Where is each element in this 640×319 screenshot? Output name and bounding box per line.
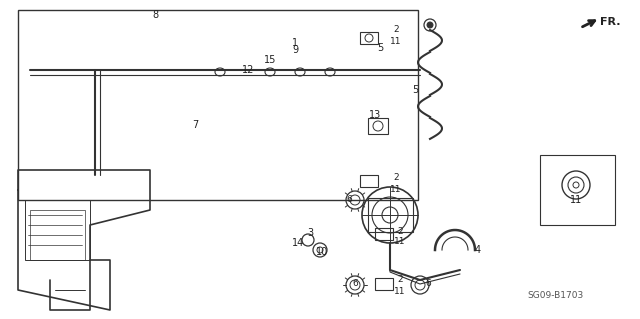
Bar [18, 10, 418, 200]
Bar [375, 228, 393, 240]
Bar [30, 210, 85, 260]
Text: 14: 14 [292, 238, 304, 248]
Text: 6: 6 [346, 196, 352, 204]
Text: 3: 3 [307, 228, 313, 238]
Text: 1: 1 [292, 38, 298, 48]
Text: 6: 6 [425, 278, 431, 287]
Text: 4: 4 [475, 245, 481, 255]
Bar [368, 118, 388, 134]
Text: 11: 11 [570, 195, 582, 205]
Text: 15: 15 [264, 55, 276, 65]
Text: 11: 11 [390, 186, 402, 195]
Text: 2: 2 [397, 276, 403, 285]
Bar [25, 200, 90, 260]
Text: 9: 9 [292, 45, 298, 55]
Text: 11: 11 [390, 38, 402, 47]
Text: 2: 2 [393, 26, 399, 34]
Text: 6: 6 [352, 278, 358, 287]
Bar [375, 278, 393, 290]
Text: 5: 5 [377, 43, 383, 53]
Text: 10: 10 [316, 247, 328, 257]
Text: 11: 11 [394, 238, 406, 247]
Text: SG09-B1703: SG09-B1703 [527, 291, 583, 300]
Text: 11: 11 [394, 287, 406, 296]
Text: 2: 2 [393, 174, 399, 182]
Bar [360, 32, 378, 44]
Text: 7: 7 [192, 120, 198, 130]
Text: 8: 8 [152, 10, 158, 20]
Bar [540, 155, 615, 225]
Bar [368, 198, 413, 232]
Bar [360, 175, 378, 187]
Text: 2: 2 [397, 227, 403, 236]
Text: 12: 12 [242, 65, 254, 75]
Text: FR.: FR. [600, 17, 620, 27]
Text: 13: 13 [369, 110, 381, 120]
Text: 5: 5 [412, 85, 418, 95]
Circle shape [427, 22, 433, 28]
